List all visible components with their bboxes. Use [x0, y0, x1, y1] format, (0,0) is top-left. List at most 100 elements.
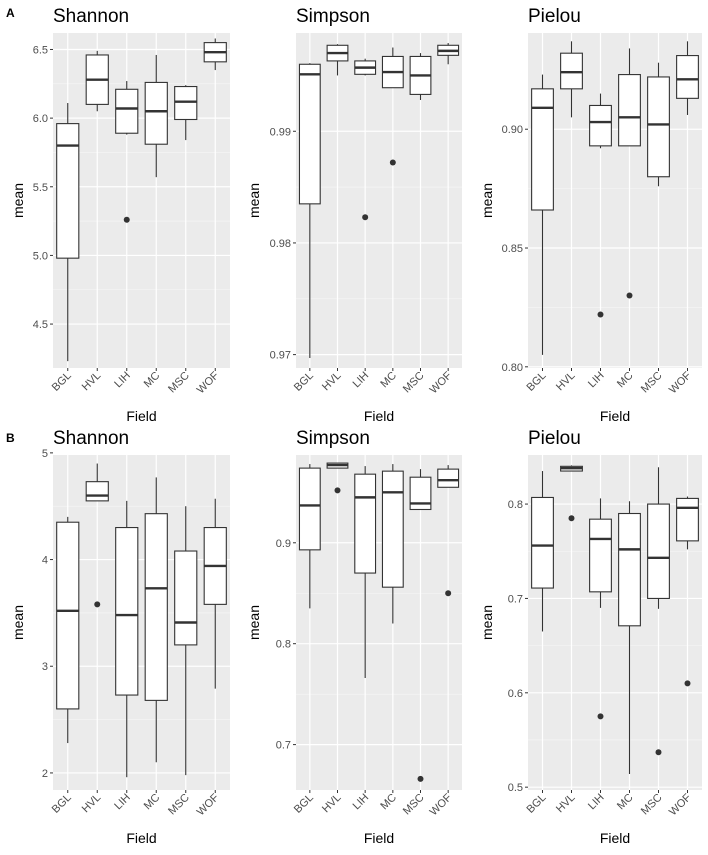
- x-tick-label: HVL: [80, 370, 104, 394]
- box-mc: [381, 464, 404, 624]
- box-iqr: [115, 526, 139, 696]
- box-iqr: [174, 85, 198, 121]
- x-tick-label: MC: [142, 370, 163, 391]
- x-tick-label: LIH: [586, 792, 607, 813]
- box-iqr: [647, 503, 670, 599]
- x-tick-label: BGL: [525, 370, 549, 394]
- panel-b-pielou: 0.5 0.6 0.7 0.8 BGL HVL LIH MC MSC WOF Pielou Field…: [479, 428, 702, 846]
- x-tick-label: MSC: [401, 370, 427, 396]
- box-bgl: [298, 464, 321, 609]
- box-iqr: [85, 481, 109, 502]
- plot-background: [528, 33, 702, 368]
- box-iqr: [531, 88, 554, 211]
- outlier-point: [417, 775, 424, 782]
- box-msc: [647, 467, 670, 756]
- x-tick-label: WOF: [667, 369, 694, 396]
- x-tick-label: LIH: [112, 370, 133, 391]
- outlier-point: [334, 487, 341, 494]
- box-wof: [203, 38, 227, 71]
- y-tick-label: 0.7: [276, 740, 291, 752]
- y-axis-label: mean: [10, 605, 26, 640]
- box-msc: [647, 62, 670, 187]
- x-axis-label: Field: [126, 408, 156, 424]
- box-mc: [618, 501, 641, 774]
- box-iqr: [618, 512, 641, 627]
- outlier-point: [684, 680, 691, 687]
- box-iqr: [56, 521, 80, 710]
- box-iqr: [618, 74, 641, 147]
- box-bgl: [56, 516, 80, 744]
- box-mc: [381, 47, 404, 166]
- x-tick-label: MSC: [166, 792, 192, 818]
- x-tick-label: MSC: [639, 792, 665, 818]
- y-tick-label: 6.0: [33, 113, 48, 125]
- y-tick-label: 0.8: [276, 639, 291, 651]
- y-tick-label: 3: [42, 661, 48, 673]
- box-iqr: [437, 468, 460, 488]
- x-tick-label: MC: [378, 792, 399, 813]
- box-wof: [203, 498, 227, 689]
- box-iqr: [56, 123, 80, 259]
- box-bgl: [531, 74, 554, 355]
- box-iqr: [409, 476, 432, 511]
- x-tick-label: WOF: [195, 369, 222, 396]
- chart-title: Pielou: [528, 428, 581, 449]
- box-hvl: [560, 465, 583, 522]
- box-iqr: [354, 473, 377, 574]
- y-axis-label: mean: [10, 183, 26, 218]
- outlier-point: [655, 749, 662, 756]
- plot-background: [53, 33, 230, 368]
- chart-title: Simpson: [296, 428, 370, 449]
- x-tick-label: HVL: [80, 792, 104, 816]
- box-wof: [437, 43, 460, 65]
- box-hvl: [560, 41, 583, 118]
- box-hvl: [85, 463, 109, 608]
- box-iqr: [647, 76, 670, 178]
- x-tick-label: MSC: [166, 370, 192, 396]
- x-axis-label: Field: [600, 408, 630, 424]
- outlier-point: [626, 292, 633, 299]
- y-tick-label: 0.6: [508, 688, 523, 700]
- box-hvl: [326, 462, 349, 494]
- box-iqr: [589, 518, 612, 593]
- plot-background: [528, 455, 702, 790]
- box-bgl: [298, 63, 321, 358]
- x-tick-label: WOF: [667, 791, 694, 818]
- x-axis-label: Field: [126, 830, 156, 846]
- y-axis-label: mean: [246, 183, 262, 218]
- x-axis-label: Field: [364, 830, 394, 846]
- x-axis-label: Field: [600, 830, 630, 846]
- x-tick-label: HVL: [554, 792, 578, 816]
- x-tick-label: BGL: [292, 792, 316, 816]
- box-mc: [144, 477, 168, 763]
- chart-title: Shannon: [53, 6, 129, 27]
- box-iqr: [144, 513, 168, 701]
- panel-letter-a: A: [6, 6, 15, 20]
- y-tick-label: 0.8: [508, 499, 523, 511]
- box-iqr: [115, 88, 139, 134]
- box-msc: [409, 53, 432, 100]
- x-tick-label: MC: [615, 370, 636, 391]
- panel-a-pielou: 0.80 0.85 0.90 BGL HVL LIH MC MSC WOF Pielou Field…: [479, 6, 702, 424]
- outlier-point: [597, 311, 604, 318]
- box-lih: [115, 500, 139, 778]
- panel-b-simpson: 0.7 0.8 0.9 BGL HVL LIH MC MSC WOF Simpson Field me…: [246, 428, 462, 846]
- box-iqr: [174, 550, 198, 646]
- box-msc: [174, 506, 198, 776]
- y-tick-label: 0.98: [270, 238, 291, 250]
- x-tick-label: LIH: [351, 370, 372, 391]
- box-msc: [174, 85, 198, 141]
- y-tick-label: 5.0: [33, 250, 48, 262]
- box-mc: [618, 48, 641, 299]
- box-iqr: [298, 467, 321, 551]
- y-tick-label: 2: [42, 768, 48, 780]
- panel-b-shannon: 2 3 4 5 BGL HVL LIH MC MSC WOF Shannon Field mean: [10, 428, 230, 846]
- y-tick-label: 0.7: [508, 593, 523, 605]
- y-tick-label: 4.5: [33, 319, 48, 331]
- box-lih: [115, 81, 139, 223]
- plot-background: [53, 455, 230, 790]
- box-iqr: [676, 497, 699, 542]
- x-tick-label: BGL: [50, 370, 74, 394]
- y-tick-label: 5.5: [33, 182, 48, 194]
- box-wof: [676, 41, 699, 115]
